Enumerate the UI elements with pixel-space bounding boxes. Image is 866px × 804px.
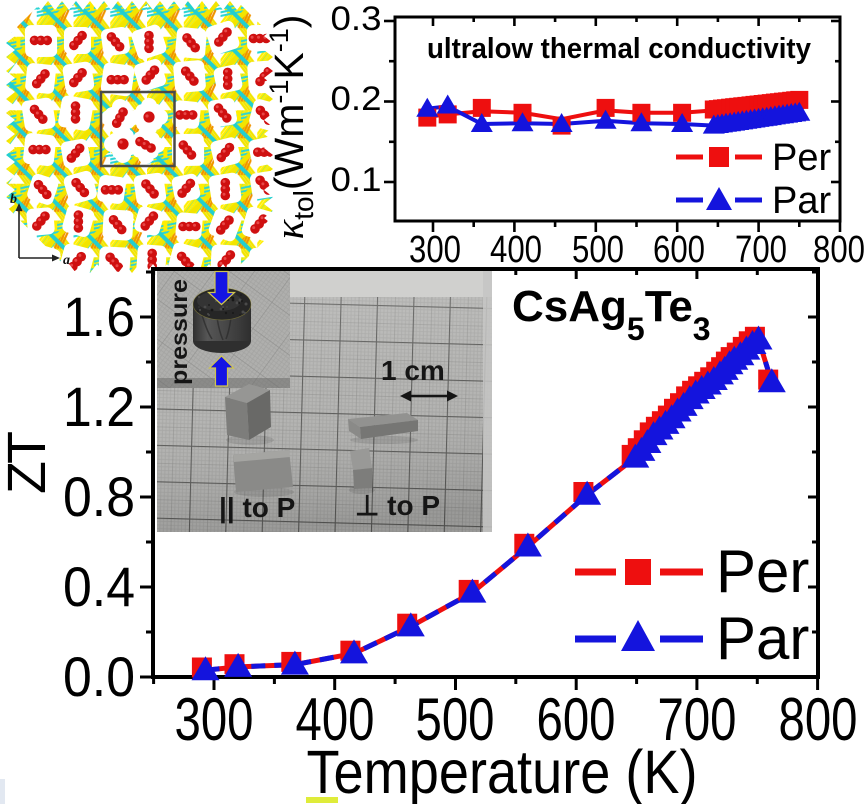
svg-text:400: 400 [490,229,542,271]
svg-text:700: 700 [735,229,787,271]
svg-text:800: 800 [779,686,858,753]
svg-text:a: a [63,253,70,268]
svg-text:1 cm: 1 cm [381,355,445,386]
svg-text:ultralow thermal conductivity: ultralow thermal conductivity [427,33,811,65]
svg-text:⊥ to P: ⊥ to P [355,490,440,521]
svg-text:Par: Par [772,180,831,222]
svg-text:800: 800 [813,229,865,271]
svg-text:0.0: 0.0 [63,645,135,708]
svg-text:Par: Par [716,605,809,672]
svg-text:Temperature (K): Temperature (K) [307,738,698,804]
svg-text:κtol(Wm-1K-1): κtol(Wm-1K-1) [264,15,319,240]
svg-text:700: 700 [658,686,737,753]
svg-text:0.4: 0.4 [63,555,135,618]
svg-text:pressure: pressure [166,279,192,385]
svg-text:500: 500 [416,686,495,753]
svg-text:1.2: 1.2 [63,375,135,438]
svg-text:600: 600 [537,686,616,753]
svg-text:500: 500 [572,229,624,271]
svg-text:|| to P: || to P [219,492,295,523]
svg-text:400: 400 [296,686,375,753]
svg-text:0.3: 0.3 [331,0,382,38]
svg-text:300: 300 [409,229,461,271]
svg-text:b: b [10,192,17,207]
svg-text:600: 600 [653,229,705,271]
svg-text:0.2: 0.2 [331,80,382,118]
svg-text:Per: Per [716,538,809,605]
svg-text:ZT: ZT [0,432,57,494]
svg-text:1.6: 1.6 [63,285,135,348]
svg-text:0.1: 0.1 [331,161,382,199]
svg-text:300: 300 [175,686,254,753]
svg-text:Per: Per [772,137,831,179]
svg-text:0.8: 0.8 [63,465,135,528]
